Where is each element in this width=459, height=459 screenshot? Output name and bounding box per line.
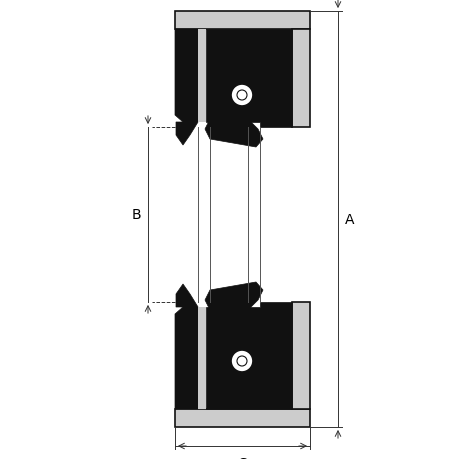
Circle shape — [230, 350, 252, 372]
Polygon shape — [205, 120, 263, 148]
Polygon shape — [206, 302, 291, 409]
Polygon shape — [291, 302, 309, 409]
Circle shape — [236, 356, 246, 366]
Polygon shape — [174, 285, 197, 409]
Circle shape — [236, 91, 246, 101]
Polygon shape — [206, 30, 291, 128]
Polygon shape — [174, 409, 309, 427]
Text: C: C — [237, 456, 247, 459]
Polygon shape — [205, 282, 263, 310]
Polygon shape — [197, 308, 206, 409]
Text: B: B — [131, 208, 141, 222]
Polygon shape — [197, 30, 206, 123]
Polygon shape — [291, 30, 309, 128]
Polygon shape — [174, 12, 309, 30]
Polygon shape — [174, 30, 197, 146]
Circle shape — [230, 85, 252, 107]
Text: A: A — [344, 213, 354, 226]
